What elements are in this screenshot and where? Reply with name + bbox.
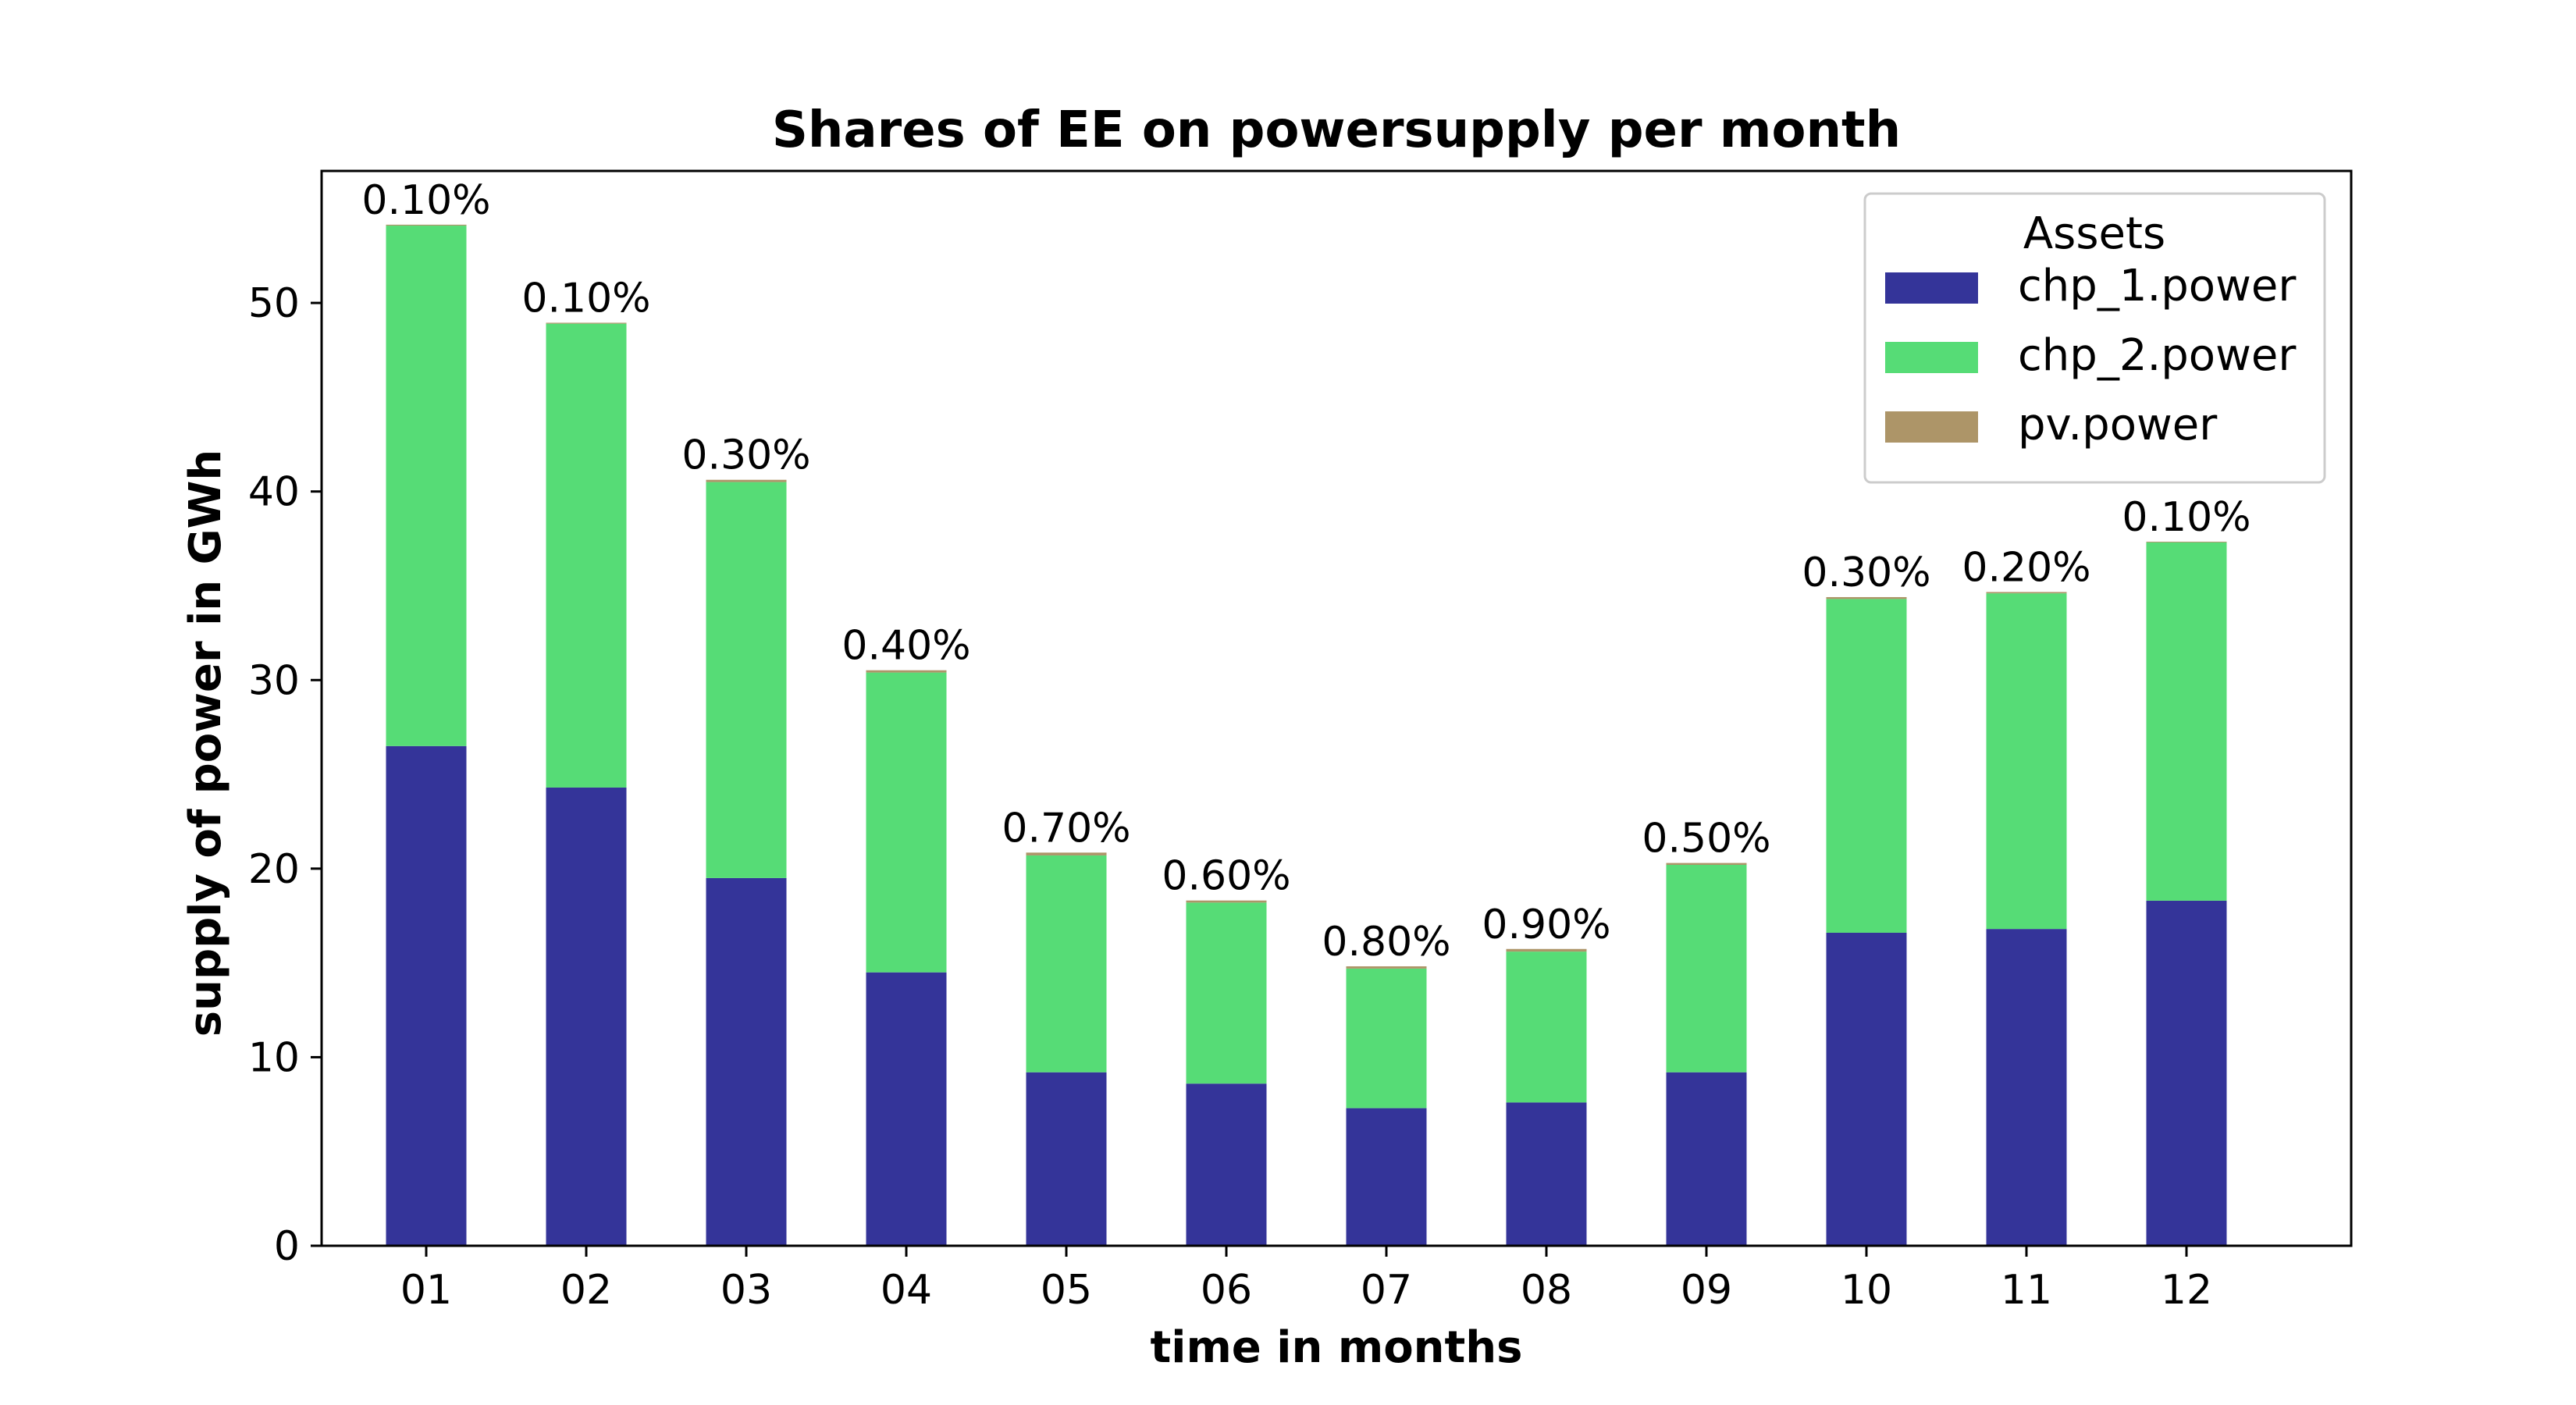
bar-pv-power-01 (386, 224, 467, 226)
data-label-08: 0.90% (1482, 902, 1610, 948)
legend-label-pv-power: pv.power (2018, 400, 2218, 450)
legend-title: Assets (2023, 208, 2165, 259)
y-axis-label: supply of power in GWh (180, 450, 231, 1037)
bar-chp-1-power-12 (2146, 900, 2227, 1246)
bar-chp-2-power-07 (1346, 968, 1427, 1108)
bar-chp-2-power-03 (706, 482, 787, 878)
bar-chp-1-power-07 (1346, 1108, 1427, 1246)
x-tick-label-01: 01 (400, 1267, 452, 1314)
data-label-04: 0.40% (841, 623, 970, 670)
x-tick-label-06: 06 (1201, 1267, 1252, 1314)
bar-chp-1-power-05 (1026, 1072, 1107, 1246)
data-label-07: 0.80% (1322, 919, 1450, 966)
bar-pv-power-03 (706, 479, 787, 482)
x-axis-label: time in months (1150, 1322, 1522, 1373)
y-tick-label-30: 30 (248, 657, 300, 704)
bar-chp-2-power-08 (1506, 951, 1587, 1103)
bar-chp-2-power-09 (1666, 865, 1747, 1072)
data-label-10: 0.30% (1802, 550, 1930, 596)
bar-chp-2-power-10 (1826, 599, 1907, 933)
bar-chp-2-power-06 (1186, 902, 1267, 1084)
data-label-09: 0.50% (1642, 816, 1770, 863)
bar-chp-2-power-05 (1026, 855, 1107, 1072)
x-tick-label-10: 10 (1841, 1267, 1892, 1314)
bar-chp-1-power-02 (546, 787, 627, 1246)
bar-chp-1-power-09 (1666, 1072, 1747, 1246)
annotations-group: 0.10% 0.10% 0.30% 0.40% 0.70% 0.60% 0.80% 0.90%… (361, 177, 2250, 966)
plot-frame (320, 169, 2353, 1247)
x-tick-label-05: 05 (1041, 1267, 1092, 1314)
bar-chp-1-power-04 (866, 972, 947, 1246)
x-tick-label-08: 08 (1521, 1267, 1572, 1314)
legend-box (1863, 192, 2326, 484)
bar-chp-2-power-11 (1986, 593, 2067, 930)
bar-pv-power-10 (1826, 596, 1907, 599)
legend-label-chp-1-power: chp_1.power (2018, 261, 2297, 311)
bars-group (386, 224, 2227, 1246)
bar-pv-power-05 (1026, 852, 1107, 855)
data-label-12: 0.10% (2122, 494, 2250, 541)
bar-pv-power-07 (1346, 966, 1427, 969)
bar-chp-2-power-12 (2146, 542, 2227, 901)
x-tick-label-03: 03 (720, 1267, 772, 1314)
y-tick-label-20: 20 (248, 846, 300, 893)
legend: Assets chp_1.power chp_2.power pv.power (1863, 192, 2326, 484)
bar-chp-1-power-08 (1506, 1102, 1587, 1246)
bar-pv-power-06 (1186, 900, 1267, 903)
y-tick-label-0: 0 (274, 1223, 300, 1270)
bar-chp-2-power-02 (546, 323, 627, 788)
data-label-02: 0.10% (521, 275, 650, 322)
bar-pv-power-04 (866, 670, 947, 673)
data-label-01: 0.10% (361, 177, 490, 224)
bar-pv-power-02 (546, 322, 627, 324)
data-label-06: 0.60% (1162, 853, 1290, 900)
bar-chp-1-power-01 (386, 745, 467, 1246)
bar-chp-1-power-10 (1826, 932, 1907, 1246)
bar-pv-power-09 (1666, 863, 1747, 866)
bar-chp-2-power-01 (386, 226, 467, 746)
axes-group: 0 10 20 30 40 50 01 02 03 04 05 06 07 08 09 10 11 12 (248, 169, 2353, 1314)
x-tick-label-02: 02 (560, 1267, 612, 1314)
bar-chp-1-power-11 (1986, 929, 2067, 1246)
bar-chp-1-power-03 (706, 877, 787, 1246)
x-tick-label-07: 07 (1361, 1267, 1412, 1314)
y-tick-label-10: 10 (248, 1034, 300, 1081)
bar-pv-power-08 (1506, 948, 1587, 952)
data-label-05: 0.70% (1002, 805, 1130, 852)
chart-title: Shares of EE on powersupply per month (772, 101, 1901, 159)
bar-chp-1-power-06 (1186, 1083, 1267, 1246)
legend-swatch-chp-1-power (1885, 272, 1978, 304)
x-tick-label-12: 12 (2161, 1267, 2212, 1314)
legend-swatch-pv-power (1885, 411, 1978, 443)
x-tick-label-09: 09 (1681, 1267, 1732, 1314)
y-tick-label-40: 40 (248, 469, 300, 516)
x-tick-label-04: 04 (881, 1267, 932, 1314)
x-tick-label-11: 11 (2001, 1267, 2052, 1314)
legend-items: chp_1.power chp_2.power pv.power (1885, 261, 2297, 450)
legend-swatch-chp-2-power (1885, 342, 1978, 373)
y-tick-label-50: 50 (248, 280, 300, 327)
bar-chp-2-power-04 (866, 672, 947, 973)
legend-label-chp-2-power: chp_2.power (2018, 330, 2297, 381)
data-label-11: 0.20% (1962, 544, 2090, 591)
bar-pv-power-11 (1986, 592, 2067, 594)
data-label-03: 0.30% (681, 432, 810, 479)
